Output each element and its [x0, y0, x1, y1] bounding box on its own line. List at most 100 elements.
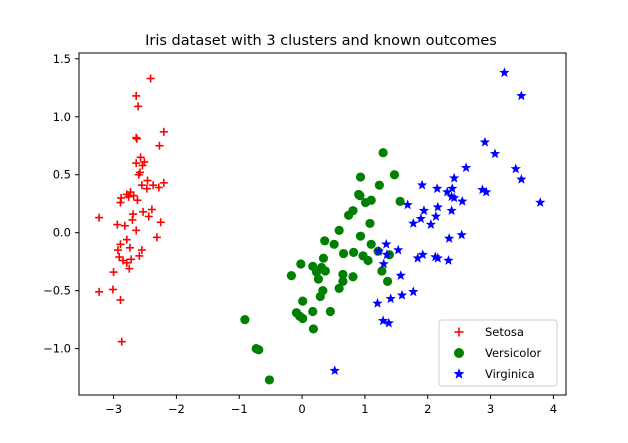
versicolor-point: [286, 270, 296, 281]
versicolor-point: [334, 225, 344, 235]
chart-title: Iris dataset with 3 clusters and known o…: [145, 33, 497, 49]
setosa-point: [124, 192, 133, 201]
versicolor-point: [313, 274, 324, 284]
virginica-point: [378, 258, 389, 269]
setosa-point: [144, 212, 153, 221]
virginica-point: [415, 213, 426, 224]
versicolor-point: [298, 313, 308, 324]
setosa-point: [139, 207, 148, 216]
virginica-point: [402, 199, 413, 210]
virginica-point: [516, 173, 527, 184]
virginica-point: [449, 192, 460, 203]
versicolor-point: [315, 291, 325, 302]
setosa-point: [116, 295, 125, 304]
versicolor-point: [343, 210, 354, 220]
virginica-point: [418, 205, 430, 216]
virginica-point: [417, 249, 428, 260]
versicolor-point: [378, 148, 388, 158]
x-tick-label: 2: [424, 402, 431, 416]
virginica-point: [516, 90, 527, 101]
legend-versicolor-marker: [454, 348, 464, 358]
virginica-point: [372, 298, 383, 308]
versicolor-point: [395, 196, 405, 206]
setosa-point: [122, 258, 131, 267]
versicolor-point: [338, 276, 348, 286]
setosa-point: [138, 161, 147, 170]
versicolor-point: [308, 306, 318, 317]
virginica-point: [416, 179, 428, 190]
setosa-point: [156, 218, 165, 227]
setosa-point: [132, 134, 141, 143]
setosa-point: [146, 74, 155, 83]
legend-setosa-marker: [454, 327, 464, 337]
setosa-point: [159, 178, 168, 187]
virginica-point: [412, 252, 423, 263]
virginica-point: [479, 136, 491, 147]
x-tick-label: 0: [298, 402, 305, 416]
x-tick-label: −1: [231, 402, 248, 416]
setosa-point: [95, 287, 104, 296]
setosa-point: [134, 102, 143, 111]
virginica-point: [430, 211, 442, 221]
versicolor-point: [349, 247, 359, 258]
virginica-point: [457, 195, 468, 206]
virginica-point: [408, 218, 419, 228]
y-tick-label: −0.5: [43, 284, 71, 298]
axes: −3 −2 −1 0 1 2 3 4 −1.0 −0.5 0.0 0.5 1.0 1.5: [43, 52, 567, 416]
setosa-point: [109, 268, 118, 277]
setosa-point: [113, 220, 122, 229]
virginica-point: [449, 172, 460, 183]
setosa-point: [116, 240, 125, 249]
versicolor-point: [308, 324, 318, 334]
setosa-point: [154, 183, 163, 192]
versicolor-point: [318, 253, 329, 263]
versicolor-point: [240, 315, 250, 325]
legend-virginica-marker: [453, 368, 465, 379]
virginica-point: [446, 205, 457, 216]
x-tick-label: 1: [361, 402, 368, 416]
versicolor-point: [311, 267, 322, 277]
setosa-point: [125, 243, 134, 252]
setosa-point: [135, 251, 144, 260]
setosa-point: [142, 184, 151, 193]
versicolor-point: [377, 266, 387, 276]
versicolor-point: [363, 255, 373, 266]
legend-setosa-label: Setosa: [485, 325, 524, 339]
x-tick-label: 4: [550, 402, 557, 416]
y-tick-label: 0.5: [53, 168, 71, 182]
versicolor-point: [298, 296, 308, 306]
setosa-point: [127, 255, 136, 264]
legend: Setosa Versicolor Virginica: [438, 319, 558, 387]
virginica-point: [456, 229, 467, 240]
versicolor-point: [355, 231, 366, 241]
virginica-point: [481, 186, 492, 197]
setosa-point: [125, 264, 134, 273]
x-tick-label: −3: [105, 402, 122, 416]
versicolor-point: [338, 269, 348, 280]
setosa-point: [137, 181, 146, 190]
virginica-point: [393, 244, 404, 255]
versicolor-point: [254, 345, 264, 355]
virginica-point: [425, 219, 437, 229]
setosa-point: [129, 191, 138, 200]
versicolor-point: [374, 180, 384, 190]
virginica-point: [447, 183, 458, 194]
legend-box: [438, 319, 558, 387]
x-tick-label: 3: [487, 402, 494, 416]
virginica-point: [535, 197, 546, 207]
virginica-point: [510, 163, 521, 174]
setosa-point: [155, 141, 164, 150]
virginica-point: [329, 365, 340, 376]
virginica-point: [442, 186, 453, 197]
plot-points: [95, 67, 546, 385]
virginica-point: [489, 148, 501, 159]
virginica-point: [385, 293, 396, 304]
x-tick-label: −2: [168, 402, 185, 416]
setosa-point: [115, 253, 124, 262]
y-tick-label: 1.0: [53, 110, 71, 124]
setosa-point: [122, 235, 131, 244]
y-tick-label: 1.5: [53, 52, 71, 66]
setosa-point: [132, 226, 141, 235]
versicolor-point: [360, 197, 371, 208]
setosa-point: [132, 91, 141, 100]
